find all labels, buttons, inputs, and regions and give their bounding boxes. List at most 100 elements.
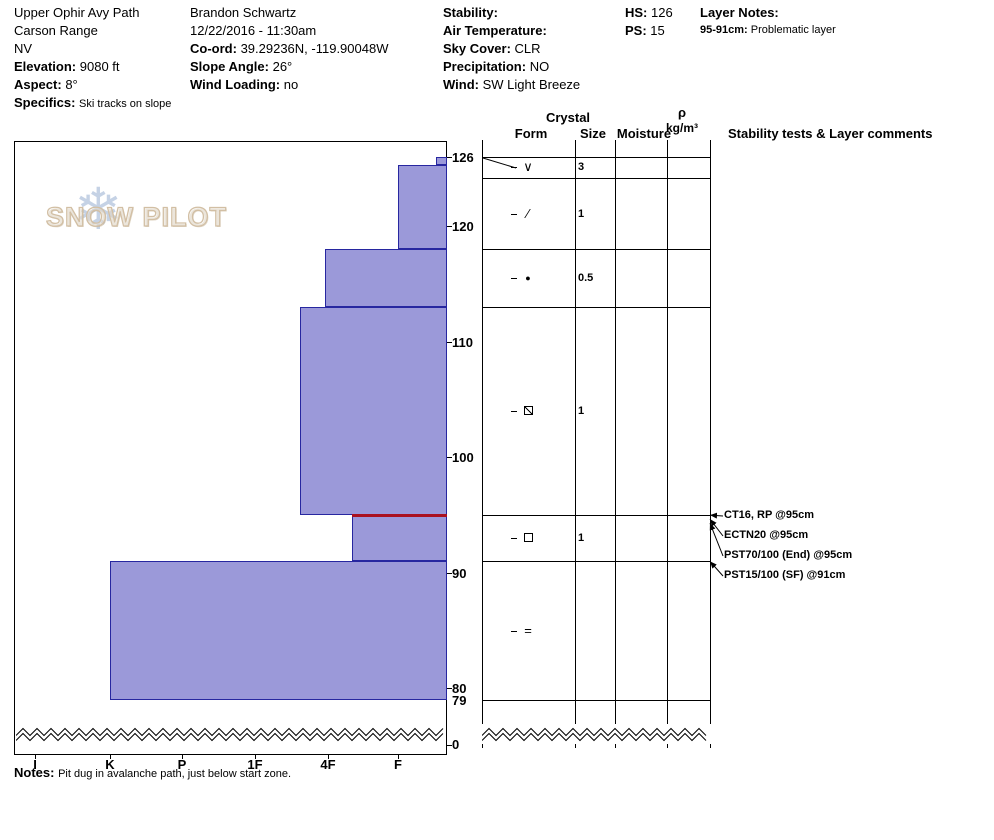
precip-line: Precipitation: NO — [443, 58, 580, 76]
snow-layer-bar — [325, 249, 447, 308]
depth-axis-break — [16, 727, 444, 742]
coord-value: 39.29236N, -119.90048W — [240, 41, 389, 56]
crystal-size-value: 1 — [578, 532, 585, 545]
pit-bottom-label: 79 — [452, 693, 467, 708]
site-state: NV — [14, 41, 33, 56]
stability-label: Stability: — [443, 5, 498, 20]
depth-tick — [447, 572, 452, 574]
thin-layer-leader-line — [482, 157, 517, 169]
snow-layer-bar — [436, 157, 447, 166]
slope-angle-line: Slope Angle: 26° — [190, 58, 388, 76]
layer-notes: Layer Notes: 95-91cm: Problematic layer — [700, 4, 836, 38]
elevation-value: 9080 ft — [79, 59, 120, 74]
weather-info: Stability: Air Temperature: Sky Cover: C… — [443, 4, 580, 94]
layer-boundary-line — [482, 307, 711, 309]
crystal-form-icon-mixed-facets-rounds — [524, 406, 533, 416]
sky-cover-line: Sky Cover: CLR — [443, 40, 580, 58]
site-range: Carson Range — [14, 23, 98, 38]
comments-column-header: Stability tests & Layer comments — [728, 126, 933, 141]
depth-tick-label: 80 — [452, 681, 467, 697]
snowpack-summary: HS: 126 PS: 15 — [625, 4, 673, 40]
hardness-tick — [35, 755, 36, 759]
density-units-header: kg/m³ — [665, 121, 699, 135]
grid-column-line — [615, 140, 616, 748]
air-temp-label: Air Temperature: — [443, 23, 547, 38]
axis-break-mask — [481, 724, 712, 744]
depth-tick-label: 110 — [452, 334, 473, 350]
hardness-tick-label: K — [105, 757, 115, 772]
snow-layer-bar — [110, 561, 447, 700]
snow-layer-bar — [352, 515, 447, 562]
hs-label: HS: — [625, 5, 648, 20]
sky-cover-value: CLR — [514, 41, 541, 56]
pit-notes-label: Notes: — [14, 765, 55, 780]
hs-value: 126 — [651, 5, 673, 20]
ground-tick — [447, 745, 452, 746]
layer-notes-text: Problematic layer — [750, 24, 836, 36]
pit-notes-text: Pit dug in avalanche path, just below st… — [58, 768, 292, 780]
hardness-tick-label: I — [33, 757, 37, 772]
site-info: Upper Ophir Avy Path Carson Range NV Ele… — [14, 4, 171, 113]
hs-line: HS: 126 — [625, 4, 673, 22]
snowflake-icon: ❄ — [74, 177, 123, 242]
snowpilot-logo: ❄ SNOW PILOT — [45, 180, 236, 250]
specifics-label: Specifics: — [14, 95, 76, 110]
depth-tick-label: 90 — [452, 565, 467, 581]
coord-line: Co-ord: 39.29236N, -119.90048W — [190, 40, 388, 58]
layer-boundary-line — [482, 561, 711, 563]
grid-column-line — [667, 140, 668, 748]
stability-test-label: PST70/100 (End) @95cm — [724, 549, 853, 561]
elevation-line: Elevation: 9080 ft — [14, 58, 171, 76]
crystal-size-value: 1 — [578, 405, 585, 418]
size-column-header: Size — [579, 126, 607, 141]
wind-loading-value: no — [283, 77, 299, 92]
ground-label: 0 — [452, 737, 460, 752]
crystal-size-value: 0.5 — [578, 272, 594, 285]
layer-boundary-line — [482, 700, 711, 701]
stability-line: Stability: — [443, 4, 580, 22]
wind-value: SW Light Breeze — [482, 77, 581, 92]
layer-notes-label: Layer Notes: — [700, 5, 779, 20]
hardness-tick — [182, 755, 183, 759]
hardness-tick-label: 4F — [320, 757, 336, 772]
moisture-column-header: Moisture — [616, 126, 672, 141]
depth-tick — [447, 157, 452, 158]
wind-loading-line: Wind Loading: no — [190, 76, 388, 94]
depth-tick-label: 126 — [452, 150, 474, 165]
depth-tick-label: 120 — [452, 219, 474, 235]
slope-angle-label: Slope Angle: — [190, 59, 269, 74]
crystal-form-icon-decomposing-fragments: ∕ — [526, 205, 530, 221]
crystal-size-value: 3 — [578, 161, 585, 174]
layer-boundary-line — [482, 177, 711, 179]
hardness-tick — [328, 755, 329, 759]
depth-tick — [447, 688, 452, 690]
stability-test-arrows — [709, 512, 724, 577]
layer-boundary-line — [482, 157, 711, 158]
crystal-form-icon-surface-hoar: ∨ — [523, 159, 533, 175]
layer-mid-tick — [511, 278, 517, 280]
grid-column-line — [482, 140, 483, 748]
snow-layer-bar — [398, 165, 447, 250]
aspect-line: Aspect: 8° — [14, 76, 171, 94]
hardness-tick-label: 1F — [247, 757, 263, 772]
pit-notes: Notes: Pit dug in avalanche path, just b… — [14, 765, 291, 780]
hardness-tick — [398, 755, 399, 759]
crystal-form-icon-facets — [524, 533, 533, 543]
aspect-label: Aspect: — [14, 77, 62, 92]
hardness-tick-label: P — [177, 757, 187, 772]
depth-axis-break — [482, 727, 707, 742]
observation-info: Brandon Schwartz 12/22/2016 - 11:30am Co… — [190, 4, 388, 94]
density-rho-header: ρ — [677, 105, 687, 120]
layer-mid-tick — [511, 538, 517, 540]
stability-test-label: PST15/100 (SF) @91cm — [724, 569, 846, 581]
layer-notes-entry: 95-91cm: Problematic layer — [700, 22, 836, 38]
aspect-value: 8° — [65, 77, 78, 92]
wind-line: Wind: SW Light Breeze — [443, 76, 580, 94]
layer-mid-tick — [511, 411, 517, 413]
snow-layer-bar — [300, 307, 447, 516]
observation-datetime: 12/22/2016 - 11:30am — [190, 23, 317, 38]
grid-column-line — [575, 140, 576, 748]
ps-line: PS: 15 — [625, 22, 673, 40]
site-name: Upper Ophir Avy Path — [14, 5, 140, 20]
